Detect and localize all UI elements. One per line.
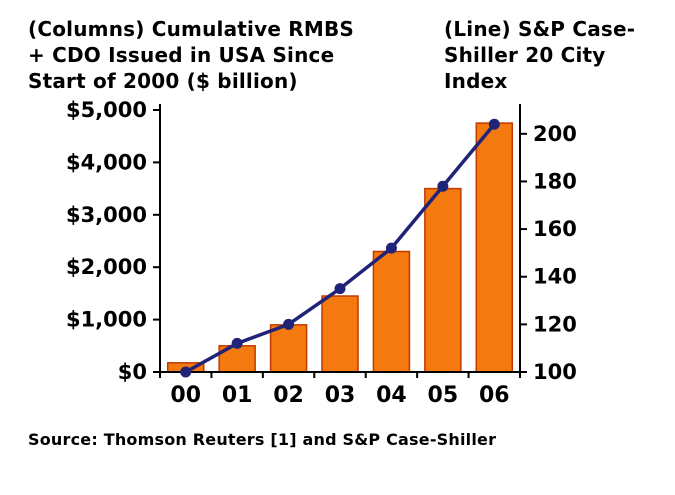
bar-04 (372, 250, 411, 373)
line-marker-04 (385, 242, 397, 254)
line-marker-03 (334, 283, 346, 295)
right-axis-label: 160 (533, 217, 577, 241)
line-marker-00 (180, 366, 192, 378)
bar-05 (424, 187, 462, 373)
line-marker-06 (488, 118, 500, 130)
right-axis-label: 120 (533, 312, 577, 336)
line-marker-05 (437, 180, 449, 192)
source-note: Source: Thomson Reuters [1] and S&P Case… (28, 430, 497, 449)
x-axis-label-02: 02 (273, 383, 304, 408)
right-axis-label: 140 (533, 265, 577, 289)
line-marker-02 (283, 318, 295, 330)
x-axis-label-05: 05 (428, 383, 459, 408)
left-axis-label: $0 (118, 360, 147, 384)
bar-02 (269, 324, 308, 373)
bar-03 (321, 295, 359, 373)
left-axis-label: $4,000 (66, 150, 147, 174)
x-axis-label-03: 03 (325, 383, 356, 408)
bar-06 (475, 122, 514, 373)
left-axis-label: $5,000 (66, 98, 147, 122)
x-axis-label-06: 06 (479, 383, 510, 408)
x-axis-label-04: 04 (376, 383, 407, 408)
right-axis-label: 100 (533, 360, 577, 384)
columns-title: (Columns) Cumulative RMBS + CDO Issued i… (28, 17, 355, 93)
right-axis-label: 200 (533, 122, 577, 146)
left-axis-label: $1,000 (66, 308, 147, 332)
x-axis-label-00: 00 (170, 383, 201, 408)
x-axis-label-01: 01 (222, 383, 253, 408)
line-title: (Line) S&P Case- Shiller 20 City Index (444, 17, 636, 93)
line-marker-01 (231, 337, 243, 349)
left-axis-label: $3,000 (66, 203, 147, 227)
left-axis-label: $2,000 (66, 255, 147, 279)
right-axis-label: 180 (533, 169, 577, 193)
combo-chart: $0 $1,000 $2,000 $3,000 $4,000 $5,000 100 120 14… (66, 98, 577, 408)
chart-header: (Columns) Cumulative RMBS + CDO Issued i… (0, 0, 675, 94)
